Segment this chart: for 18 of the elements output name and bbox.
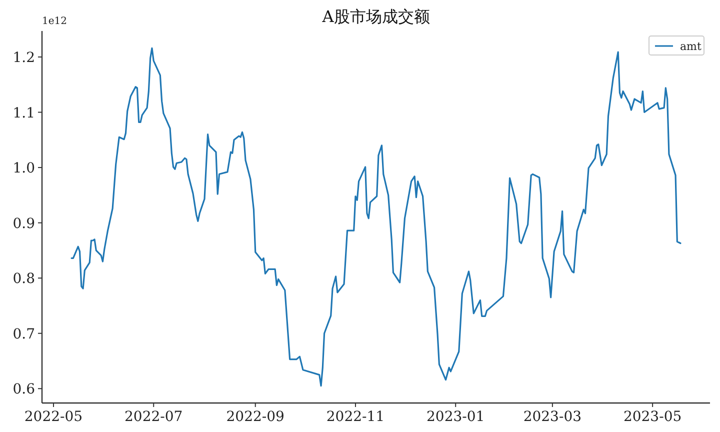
chart-title: A股市场成交额 <box>321 7 430 26</box>
x-tick-label: 2023-03 <box>523 409 582 425</box>
y-tick-label: 0.6 <box>12 382 36 398</box>
y-tick-label: 1.2 <box>12 50 35 66</box>
text: 1e12 <box>42 16 68 27</box>
x-tick-label: 2022-07 <box>124 409 183 425</box>
x-tick-label: 2022-09 <box>226 409 284 425</box>
x-tick-label: 2023-01 <box>426 409 485 425</box>
x-tick-label: 2022-11 <box>326 409 385 425</box>
y-tick-label: 1.0 <box>12 160 35 177</box>
y-tick-label: 0.9 <box>12 216 35 232</box>
y-tick-label: 0.7 <box>12 326 35 342</box>
line-series <box>70 47 682 387</box>
y-tick-label: 0.8 <box>12 271 35 288</box>
legend-label: amt <box>680 40 702 53</box>
x-tick-label: 2022-05 <box>24 409 83 425</box>
y-tick-label: 1.1 <box>12 105 35 122</box>
x-tick-label: 2023-05 <box>623 409 682 425</box>
